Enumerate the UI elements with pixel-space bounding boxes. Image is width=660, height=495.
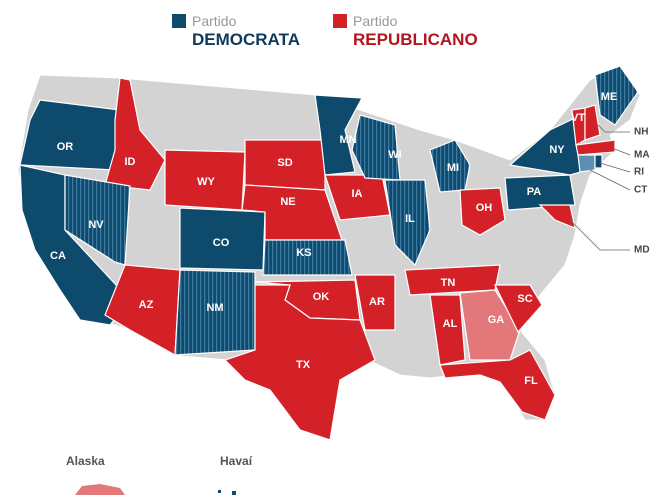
state-label: PA	[527, 186, 542, 198]
state	[538, 204, 576, 229]
state-label: MD	[634, 245, 650, 256]
state	[429, 294, 466, 366]
state	[262, 239, 353, 276]
hawaii-shape	[218, 490, 221, 493]
legend-party: DEMOCRATA	[192, 30, 300, 49]
state	[354, 274, 396, 331]
state	[64, 174, 131, 266]
state	[223, 284, 376, 441]
state-label: NE	[280, 196, 295, 208]
callout	[569, 219, 630, 251]
state	[104, 77, 166, 191]
state-label: AR	[369, 296, 385, 308]
hawaii-shape	[232, 491, 236, 495]
state-label: MI	[447, 162, 459, 174]
state-label: CO	[213, 237, 230, 249]
callout	[599, 162, 631, 173]
state-label: WY	[197, 176, 215, 188]
state-label: SC	[517, 293, 532, 305]
state-label: NV	[88, 219, 104, 231]
legend-label: Partido	[192, 13, 237, 29]
state-label: SD	[277, 157, 292, 169]
state	[594, 154, 603, 169]
state	[439, 349, 556, 421]
state-label: KS	[296, 247, 311, 259]
state	[504, 174, 576, 211]
state	[429, 139, 471, 193]
state-label: OR	[57, 141, 74, 153]
inset-label: Alaska	[66, 454, 105, 468]
state	[459, 289, 521, 361]
insets: Alaska Havaí	[66, 454, 253, 495]
state	[351, 114, 401, 181]
state	[384, 179, 431, 267]
state-label: TN	[441, 277, 456, 289]
state-label: FL	[524, 375, 538, 387]
state-label: NH	[634, 127, 648, 138]
states	[19, 65, 639, 441]
state-label: WI	[388, 149, 401, 161]
alaska-shape	[75, 484, 125, 495]
state-label: CA	[50, 250, 66, 262]
callout	[597, 124, 630, 133]
state-label: OH	[476, 202, 493, 214]
state	[494, 284, 543, 334]
state-label: OK	[313, 291, 330, 303]
state-labels: OR CA ID NV AZ WY CO NM SD NE KS OK TX M…	[50, 91, 650, 387]
inset-label: Havaí	[220, 454, 253, 468]
state-label: ME	[601, 91, 618, 103]
state-label: IL	[405, 213, 415, 225]
callout	[589, 169, 631, 191]
state-label: GA	[488, 314, 505, 326]
state	[19, 99, 121, 171]
state-label: ID	[125, 156, 136, 168]
state-label: IA	[352, 188, 363, 200]
callouts	[569, 124, 631, 251]
state-label: NY	[549, 144, 565, 156]
state-label: CT	[634, 185, 647, 196]
state-label: VT	[571, 112, 585, 124]
state-label: MN	[339, 134, 356, 146]
state-label: NM	[206, 302, 223, 314]
legend-party: REPUBLICANO	[353, 30, 478, 49]
state	[594, 65, 639, 126]
state	[584, 104, 601, 141]
state-label: RI	[634, 167, 644, 178]
state-label: AZ	[139, 299, 154, 311]
callout	[611, 147, 631, 156]
state	[314, 94, 363, 176]
state	[459, 187, 506, 236]
state-label: TX	[296, 359, 311, 371]
legend-swatch	[333, 14, 347, 28]
state	[577, 154, 596, 173]
legend-swatch	[172, 14, 186, 28]
state	[575, 139, 616, 156]
legend-label: Partido	[353, 13, 398, 29]
state-label: AL	[443, 318, 458, 330]
state-label: MA	[634, 150, 650, 161]
